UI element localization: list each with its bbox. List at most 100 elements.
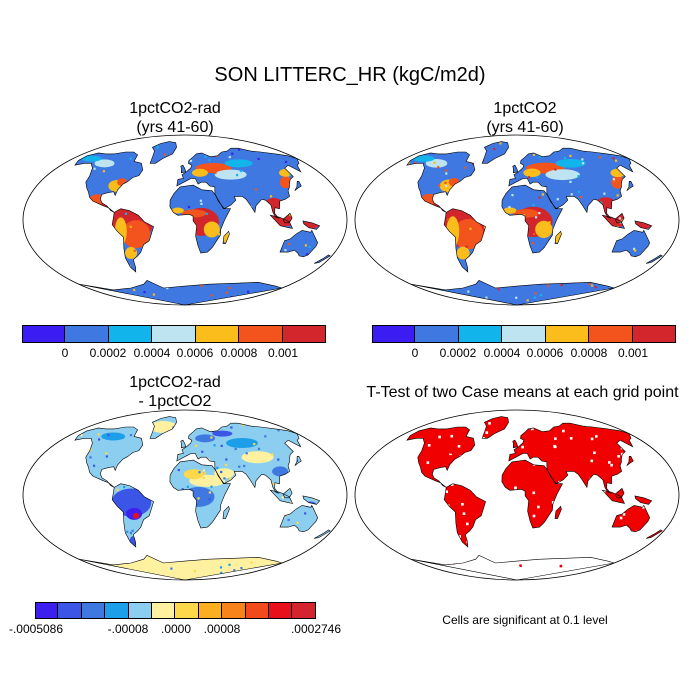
coastline <box>111 483 154 548</box>
map-border <box>354 134 680 306</box>
coastline <box>410 280 615 306</box>
map-border <box>354 409 680 581</box>
coastline <box>611 504 651 533</box>
colorbar-swatch <box>239 325 283 343</box>
colorbar-tick-label: 0.0002 <box>439 346 477 360</box>
colorbar-swatch <box>545 325 590 343</box>
map-panel-2 <box>354 134 680 306</box>
significance-note: Cells are significant at 0.1 level <box>442 613 608 627</box>
colorbar-tick-label: .0000 <box>160 622 192 636</box>
colorbar-swatch <box>195 325 240 343</box>
colorbar-swatch <box>58 602 82 619</box>
colorbar-swatch <box>81 602 106 619</box>
coastline <box>78 555 283 581</box>
panel-4-title: T-Test of two Case means at each grid po… <box>345 383 700 402</box>
colorbar-swatch <box>458 325 503 343</box>
coastline <box>169 184 231 254</box>
map-panel-3 <box>22 409 348 581</box>
coastline <box>508 147 634 219</box>
colorbar-swatch <box>282 325 326 343</box>
colorbar-tick-label: 0 <box>411 346 419 360</box>
map-ocean <box>23 410 347 580</box>
colorbar-tick-label: -.0005086 <box>8 622 64 636</box>
coastline <box>601 489 626 504</box>
coastline <box>222 230 230 244</box>
coastline <box>554 505 562 519</box>
figure-title: SON LITTERC_HR (kgC/m2d) <box>214 64 486 86</box>
coastline <box>282 212 293 224</box>
colorbar-tick-label: -.00008 <box>107 622 149 636</box>
panel-1-title: 1pctCO2-rad (yrs 41-60) <box>35 99 315 137</box>
coastline <box>406 426 476 488</box>
coastline <box>406 151 476 213</box>
coastline <box>269 214 294 229</box>
coastline <box>626 181 634 191</box>
colorbar-swatch <box>415 325 459 343</box>
coastline <box>294 456 302 466</box>
panel-3-title: 1pctCO2-rad - 1pctCO2 <box>35 373 315 411</box>
map-ocean <box>355 410 679 580</box>
map-ocean <box>23 135 347 305</box>
coastline <box>302 220 321 230</box>
colorbar-swatch <box>128 602 153 619</box>
colorbar-swatch <box>152 602 176 619</box>
colorbar-swatch <box>65 325 109 343</box>
panel-4-title-line1: T-Test of two Case means at each grid po… <box>366 384 679 401</box>
coastline <box>611 229 651 258</box>
coastline <box>314 254 331 264</box>
coastline <box>180 439 187 449</box>
coastline <box>634 495 653 505</box>
colorbar-tick-label: .00008 <box>203 622 241 636</box>
coastline <box>74 426 144 488</box>
colorbar-panel-3 <box>35 602 316 619</box>
colorbar-swatch <box>502 325 546 343</box>
panel-3-title-line1: 1pctCO2-rad <box>129 374 221 391</box>
colorbar-swatch <box>245 602 270 619</box>
coastline <box>74 151 144 213</box>
colorbar-swatch <box>175 602 199 619</box>
coastline <box>646 254 663 264</box>
coastline <box>508 422 634 494</box>
colorbar-swatch <box>589 325 633 343</box>
coastline <box>78 280 283 306</box>
colorbar-swatch <box>152 325 196 343</box>
colorbar-tick-label: 0.0004 <box>483 346 521 360</box>
colorbar-panel-1 <box>22 325 326 343</box>
map-border <box>22 134 348 306</box>
coastline <box>176 422 302 494</box>
coastline <box>302 495 321 505</box>
coastline <box>149 416 177 439</box>
colorbar-swatch <box>222 602 246 619</box>
colorbar-tick-label: 0.001 <box>267 346 299 360</box>
panel-2-title: 1pctCO2 (yrs 41-60) <box>385 99 665 137</box>
coastline <box>501 184 563 254</box>
coastline <box>614 212 625 224</box>
colorbar-swatch <box>35 602 59 619</box>
coastline <box>222 505 230 519</box>
colorbar-swatch <box>372 325 416 343</box>
coastline <box>111 208 154 273</box>
map-panel-1 <box>22 134 348 306</box>
coastline <box>149 141 177 164</box>
coastline <box>169 459 231 529</box>
colorbar-tick-label: 0.0006 <box>176 346 214 360</box>
panel-1-title-line2: (yrs 41-60) <box>136 119 214 136</box>
coastline <box>626 456 634 466</box>
map-panel-4 <box>354 409 680 581</box>
coastline <box>512 439 519 449</box>
panel-2-title-line1: 1pctCO2 <box>493 100 557 117</box>
coastline <box>481 416 509 439</box>
map-ocean <box>355 135 679 305</box>
coastline <box>501 459 563 529</box>
colorbar-tick-label: .0002746 <box>290 622 342 636</box>
colorbar-swatch <box>108 325 153 343</box>
coastline <box>314 529 331 539</box>
colorbar-tick-label: 0.0004 <box>133 346 171 360</box>
coastline <box>176 147 302 219</box>
colorbar-tick-label: 0.0002 <box>89 346 127 360</box>
coastline <box>282 487 293 499</box>
colorbar-panel-2 <box>372 325 676 343</box>
coastline <box>443 208 486 273</box>
colorbar-tick-label: 0.0008 <box>570 346 608 360</box>
coastline <box>279 229 319 258</box>
